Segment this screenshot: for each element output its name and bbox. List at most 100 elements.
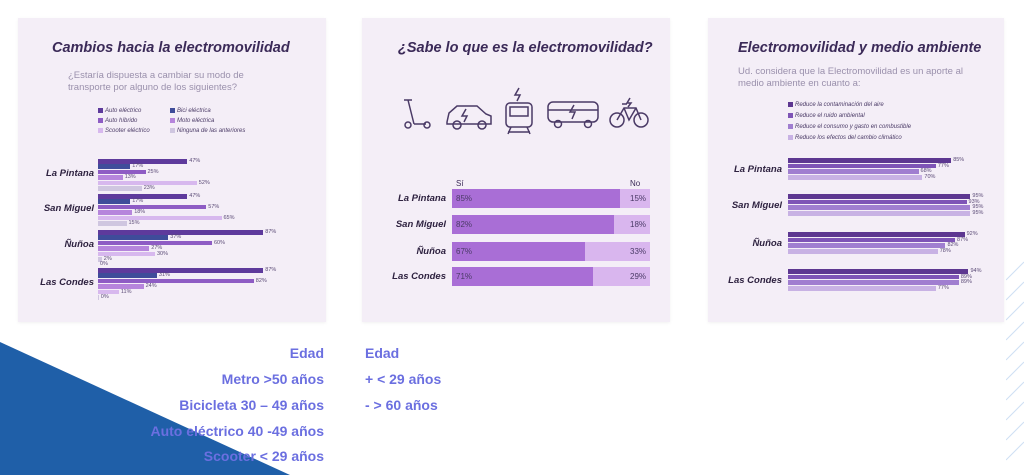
data-label: 52% [198,179,210,186]
data-label: 89% [960,273,972,280]
legend-swatch [788,124,793,129]
data-bar [98,204,207,210]
data-bar [788,269,969,274]
data-label-no: 18% [630,220,647,229]
chart-subtitle: Ud. considera que la Electromovilidad es… [738,66,963,89]
data-bar [788,205,971,210]
legend-swatch [98,128,103,133]
bicycle-icon [609,97,649,128]
legend-item: Ninguna de las anteriores [170,128,245,134]
legend-item: Bici eléctrica [170,108,211,114]
legend-label: Bici eléctrica [177,108,211,115]
transport-icons [400,86,650,138]
data-label: 78% [939,247,951,254]
legend-item: Reduce el consumo y gasto en combustible [788,124,911,130]
scooter-icon [404,99,431,129]
data-bar [788,169,919,174]
data-bar-no [584,242,650,261]
data-bar-si [452,189,621,208]
data-label: 2% [103,256,112,262]
age-line: Scooter < 29 años [203,448,324,464]
data-label: 0% [100,261,108,268]
data-bar [788,163,936,169]
legend-label: Auto eléctrico [105,108,142,115]
data-bar [788,158,952,163]
category-label: La Pintana [733,164,782,175]
data-label: 95% [972,204,984,211]
data-bar [788,194,971,199]
data-label: 24% [145,283,157,290]
legend-label: Scooter eléctrico [105,128,150,135]
chart-subtitle: ¿Estaría dispuesta a cambiar su modo de … [68,70,244,93]
category-label: San Miguel [731,200,782,211]
age-heading: Edad [289,345,324,361]
category-label: San Miguel [43,203,94,214]
category-label: Ñuñoa [64,239,94,250]
data-label: 27% [151,245,163,252]
legend-swatch [170,108,175,113]
data-bar [98,180,197,186]
data-bar [98,295,99,300]
category-label: Ñuñoa [416,246,446,257]
data-bar [98,230,264,235]
data-label-si: 71% [456,272,473,281]
legend-swatch [788,113,793,118]
series-label-si: Sí [456,179,464,188]
age-heading: Edad [365,345,400,361]
data-bar [98,175,123,180]
legend-item: Moto eléctrica [170,118,214,124]
data-label: 87% [265,229,277,235]
legend-item: Reduce el ruido ambiental [788,113,865,119]
legend-item: Reduce los efectos del cambio climático [788,135,902,141]
data-label: 95% [972,193,984,199]
data-label: 77% [937,162,949,169]
data-label: 85% [953,157,965,163]
data-bar [98,257,102,262]
series-label-no: No [630,179,641,188]
data-bar-no [614,215,650,234]
legend-item: Reduce la contaminación del aire [788,102,884,108]
data-bar [98,284,144,289]
category-label: San Miguel [395,219,446,230]
data-bar [98,169,146,175]
legend-item: Auto híbrido [98,118,137,124]
data-label: 68% [920,168,932,175]
age-line: Auto eléctrico 40 -49 años [150,423,324,439]
data-bar-si [452,215,615,234]
data-bar [788,285,936,291]
chart-title: Cambios hacia la electromovilidad [52,40,290,56]
category-label: La Pintana [397,193,446,204]
legend-item: Scooter eléctrico [98,128,150,134]
data-label-si: 85% [456,194,473,203]
data-bar [98,194,188,199]
chart-legend: Auto eléctrico Bici eléctrica Auto híbrido… [98,108,308,138]
legend-item: Auto eléctrico [98,108,141,114]
data-label: 65% [223,214,235,221]
legend-label: Reduce el ruido ambiental [795,113,865,120]
data-label: 18% [134,209,146,216]
data-bar [788,232,965,237]
data-label: 77% [937,284,949,291]
data-bar [98,240,212,246]
data-label: 87% [265,267,277,273]
legend-label: Reduce el consumo y gasto en combustible [795,124,912,131]
category-label: La Pintana [45,168,94,179]
category-label: Ñuñoa [752,238,782,249]
data-label: 82% [255,277,267,284]
age-line: Metro >50 años [221,371,324,387]
data-label: 17% [132,198,144,205]
data-label: 94% [970,268,982,274]
decorative-stripes [1006,261,1024,461]
data-label: 37% [170,234,182,241]
data-label-no: 33% [630,247,647,256]
decorative-triangle [0,342,290,475]
chart-panel-medio-ambiente: Electromovilidad y medio ambiente Ud. co… [708,18,1004,322]
legend-swatch [788,135,793,140]
train-icon [505,87,533,135]
data-bar [788,237,956,243]
age-line: + < 29 años [365,371,442,387]
electric-bus-icon [547,101,599,129]
data-bar [98,215,222,221]
data-label: 82% [947,242,959,249]
legend-swatch [170,118,175,123]
